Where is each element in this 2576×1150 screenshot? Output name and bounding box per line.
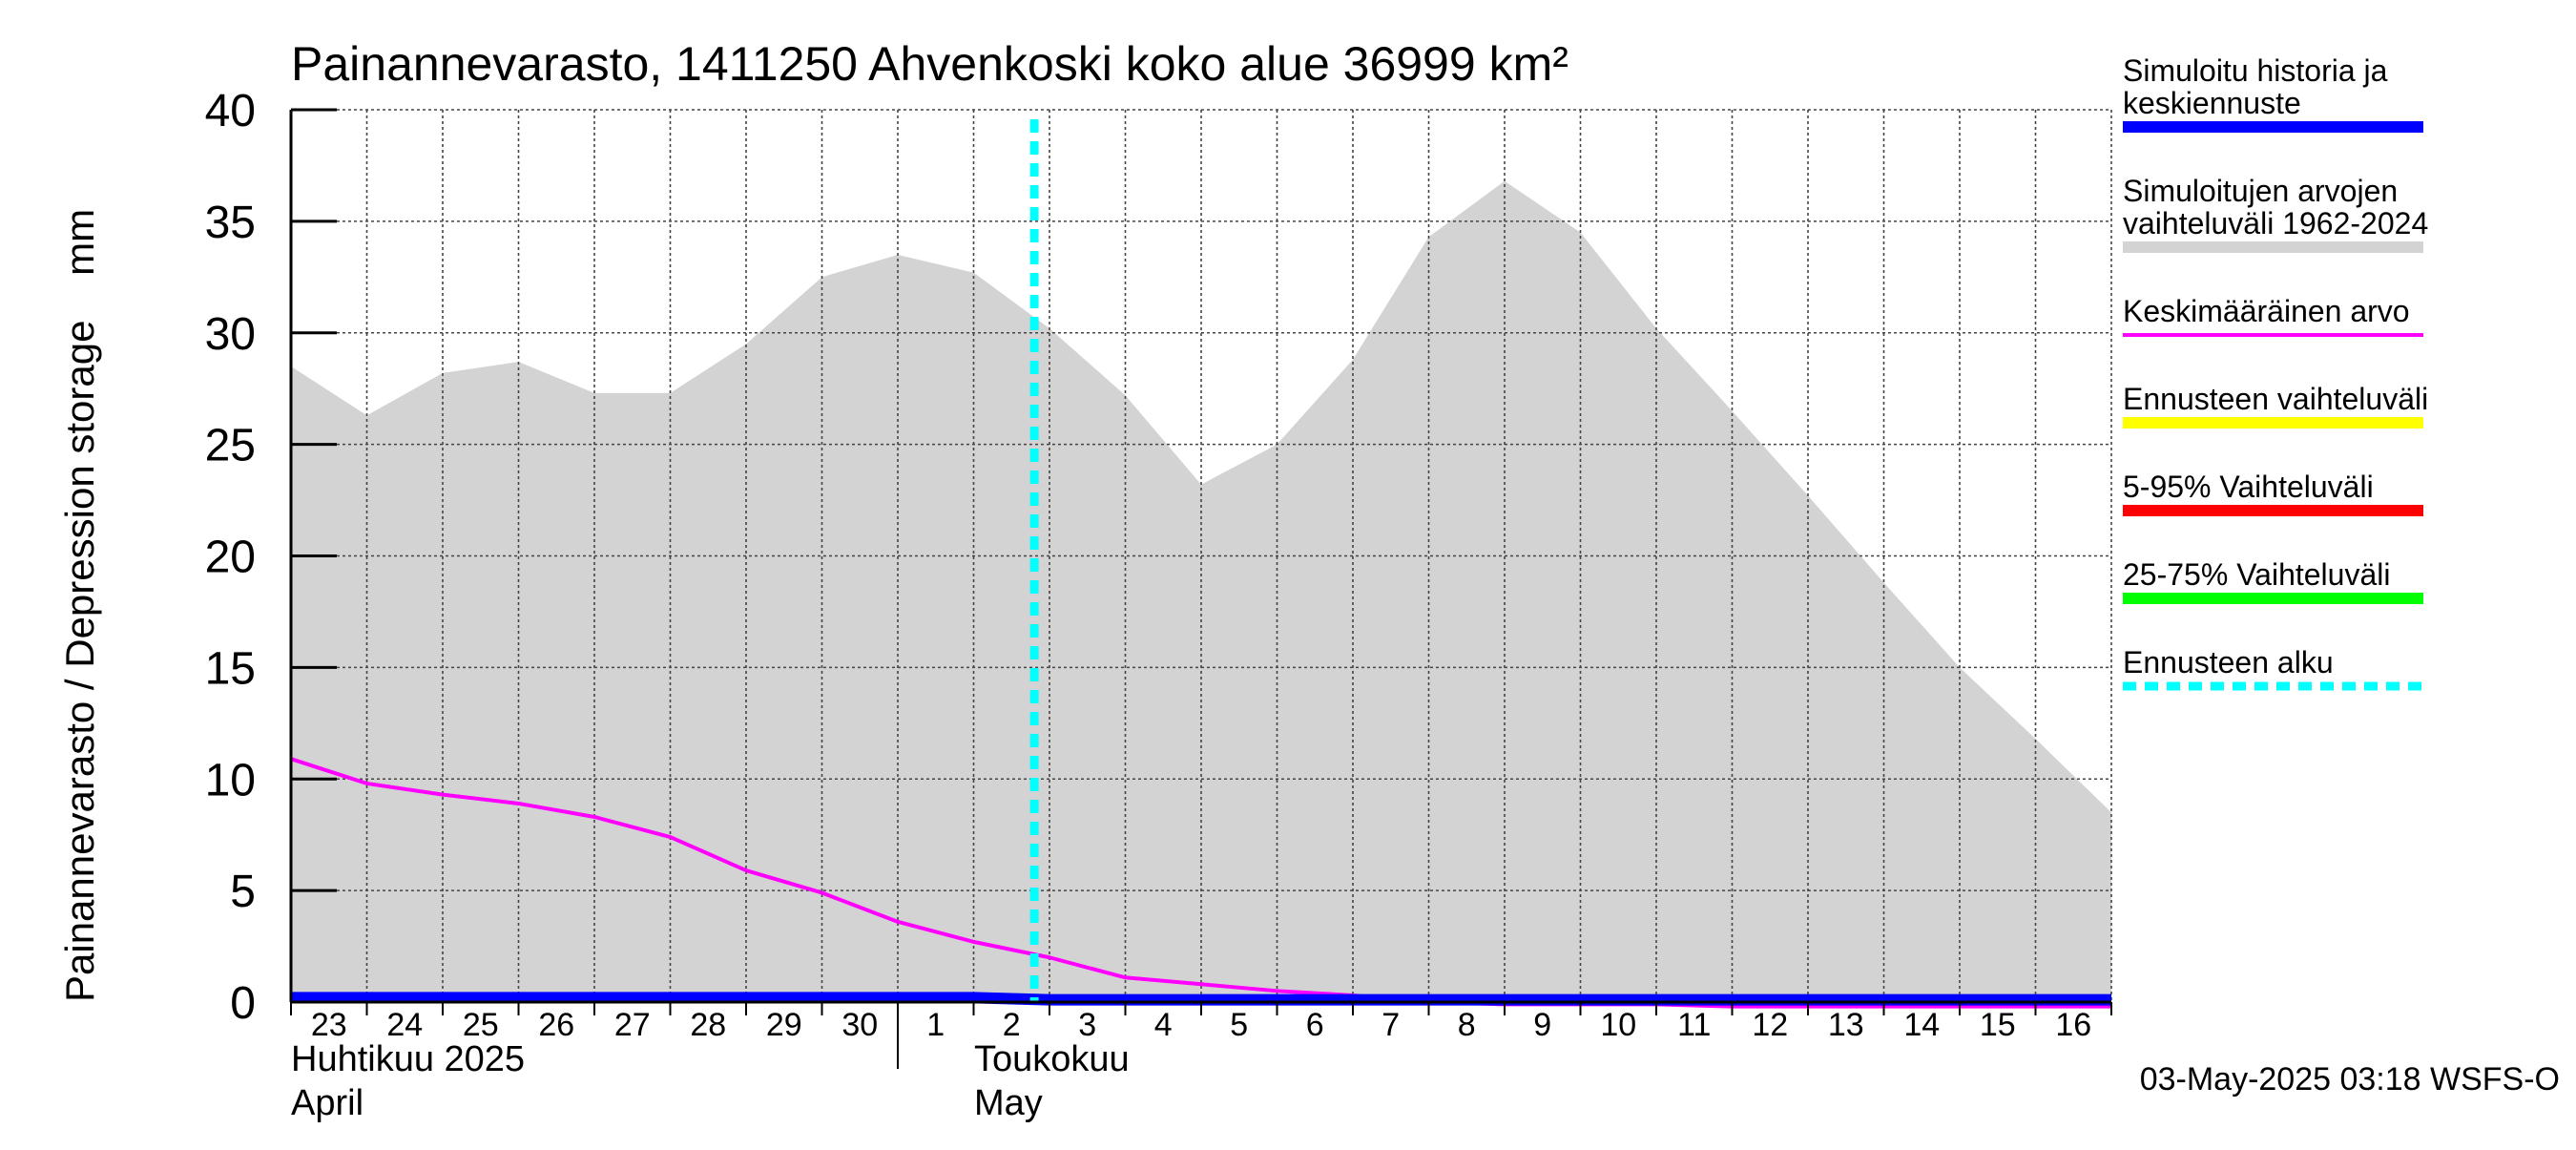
legend-label: Ennusteen vaihteluväli [2123,382,2428,416]
month-label-fi: Huhtikuu 2025 [291,1039,525,1079]
x-tick-label: 30 [841,1007,878,1043]
legend-label: Ennusteen alku [2123,645,2334,680]
y-tick-label: 15 [205,643,256,694]
legend-label: vaihteluväli 1962-2024 [2123,206,2428,240]
y-tick-label: 10 [205,755,256,805]
legend-label: Keskimääräinen arvo [2123,294,2410,328]
x-tick-label: 10 [1600,1007,1636,1043]
y-tick-label: 30 [205,309,256,360]
x-tick-label: 23 [311,1007,347,1043]
x-tick-label: 2 [1003,1007,1021,1043]
legend-label: Simuloitu historia ja [2123,53,2388,88]
x-tick-label: 3 [1078,1007,1096,1043]
x-tick-label: 14 [1903,1007,1940,1043]
x-tick-label: 28 [690,1007,726,1043]
x-tick-label: 8 [1458,1007,1476,1043]
x-tick-label: 13 [1828,1007,1864,1043]
x-tick-label: 25 [463,1007,499,1043]
x-tick-label: 9 [1533,1007,1551,1043]
y-tick-label: 5 [230,867,256,917]
legend-label: keskiennuste [2123,86,2301,120]
y-tick-label: 0 [230,978,256,1029]
y-axis-label: Painannevarasto / Depression storage mm [57,209,102,1002]
series-line-simulated [291,992,2111,1006]
x-tick-label: 26 [538,1007,574,1043]
y-tick-label: 40 [205,86,256,136]
legend-label: 5-95% Vaihteluväli [2123,470,2374,504]
axes-group [289,108,2112,1069]
grid-group [291,109,2112,1002]
month-label-fi: Toukokuu [974,1039,1130,1079]
y-tick-label: 35 [205,198,256,248]
month-label-en: April [291,1083,364,1123]
x-tick-label: 5 [1230,1007,1248,1043]
chart-title: Painannevarasto, 1411250 Ahvenkoski koko… [291,37,1568,91]
x-tick-label: 7 [1381,1007,1400,1043]
y-tick-label: 20 [205,533,256,583]
month-label-en: May [974,1083,1043,1123]
footer-timestamp: 03-May-2025 03:18 WSFS-O [2140,1061,2560,1098]
y-tick-labels-group: 0 5 10 15 20 25 30 35 40 [205,86,256,1029]
legend-label: Simuloitujen arvojen [2123,174,2398,208]
x-tick-label: 6 [1306,1007,1324,1043]
x-tick-labels-group: 23 24 25 26 27 28 29 30 1 2 3 4 5 6 7 8 9 10 11 12 13 14 15 16 [311,1007,2091,1043]
x-tick-label: 16 [2055,1007,2091,1043]
x-tick-label: 11 [1677,1007,1711,1043]
x-tick-label: 4 [1154,1007,1173,1043]
x-tick-label: 29 [766,1007,802,1043]
x-tick-label: 15 [1980,1007,2016,1043]
x-tick-label: 1 [926,1007,945,1043]
legend-label: 25-75% Vaihteluväli [2123,557,2390,592]
y-tick-label: 25 [205,421,256,471]
x-tick-label: 24 [386,1007,423,1043]
x-tick-label: 27 [614,1007,651,1043]
x-tick-label: 12 [1752,1007,1788,1043]
